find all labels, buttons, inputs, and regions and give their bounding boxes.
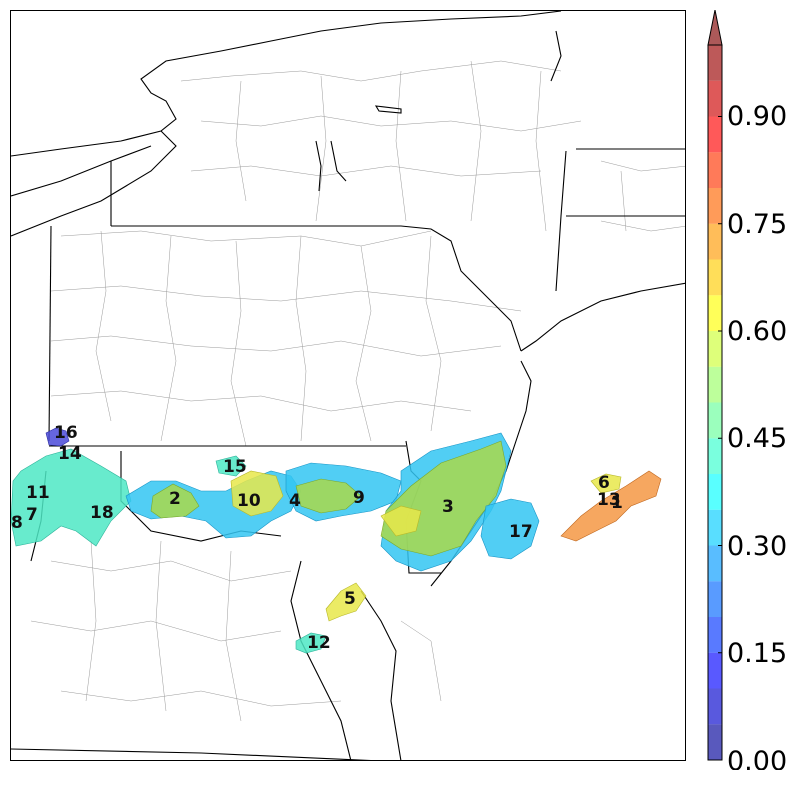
region-shape-5 [325, 582, 367, 622]
region-shape-15 [215, 455, 247, 477]
region-label-2: 2 [169, 489, 181, 509]
colorbar-band [708, 188, 722, 224]
county-boundaries [30, 60, 685, 722]
region-label-17: 17 [509, 522, 533, 542]
tick-label-0.00: 0.00 [727, 746, 787, 770]
region-shape-17 [480, 498, 540, 560]
region-label-16: 16 [54, 423, 78, 443]
colorbar-bands [707, 10, 723, 761]
colorbar-band [708, 295, 722, 331]
region-shape-10 [230, 470, 284, 517]
colorbar-band [708, 581, 722, 617]
colorbar-band [708, 152, 722, 188]
tick-label-0.60: 0.60 [727, 316, 787, 347]
tick-label-0.45: 0.45 [727, 423, 787, 454]
colorbar-band [708, 331, 722, 367]
region-shape-2b [150, 483, 200, 519]
tick-label-0.15: 0.15 [727, 638, 787, 669]
region-label-7: 7 [26, 505, 38, 525]
colorbar-band [708, 652, 722, 689]
region-label-3: 3 [442, 497, 454, 517]
colorbar-extend-triangle [707, 10, 723, 46]
colorbar-band [708, 509, 722, 546]
region-shape-1 [560, 470, 662, 542]
tick-label-0.90: 0.90 [727, 101, 787, 132]
colorbar-outline [707, 44, 723, 761]
region-label-5: 5 [344, 589, 356, 609]
colorbar-band [708, 366, 722, 403]
region-shape-6 [590, 473, 622, 494]
region-label-12: 12 [307, 633, 331, 653]
colorbar-band [708, 223, 722, 260]
region-label-9: 9 [353, 488, 365, 508]
state-boundaries [11, 11, 685, 760]
region-shape-16 [45, 427, 70, 447]
colorbar-tick-labels: 0.00 0.15 0.30 0.45 0.60 0.75 0.90 [727, 101, 787, 770]
tick-label-0.75: 0.75 [727, 209, 787, 240]
region-labels: 1 2 3 4 5 6 7 8 9 10 11 12 13 14 15 16 1… [11, 423, 623, 653]
colorbar-band [708, 724, 722, 760]
region-shape-12 [295, 632, 327, 654]
region-label-14: 14 [58, 444, 82, 464]
colorbar-band [708, 259, 722, 296]
colorbar-band [708, 617, 722, 653]
colorbar-band [708, 80, 722, 117]
colorbar-band [708, 688, 722, 725]
region-label-4: 4 [289, 491, 301, 511]
region-label-13: 13 [597, 490, 621, 510]
colorbar: 0.00 0.15 0.30 0.45 0.60 0.75 0.90 [707, 10, 787, 770]
tick-label-0.30: 0.30 [727, 531, 787, 562]
colorbar-band [708, 116, 722, 153]
colorbar-band [708, 474, 722, 510]
region-shape-3c [380, 505, 422, 537]
region-shape-14 [11, 448, 132, 547]
colorbar-band [708, 402, 722, 439]
colorbar-ticks [718, 116, 722, 761]
region-label-10: 10 [237, 491, 261, 511]
region-label-8: 8 [11, 513, 23, 533]
region-label-11: 11 [26, 483, 50, 503]
colorbar-band [708, 45, 722, 81]
region-label-18: 18 [90, 503, 114, 523]
region-label-15: 15 [223, 457, 247, 477]
map-panel: 1 2 3 4 5 6 7 8 9 10 11 12 13 14 15 16 1… [10, 10, 686, 761]
region-label-6: 6 [598, 473, 610, 493]
colorbar-band [708, 438, 722, 474]
colorbar-band [708, 545, 722, 582]
probability-regions [11, 427, 662, 654]
region-shape-4b [295, 478, 362, 514]
region-label-1: 1 [611, 493, 623, 513]
